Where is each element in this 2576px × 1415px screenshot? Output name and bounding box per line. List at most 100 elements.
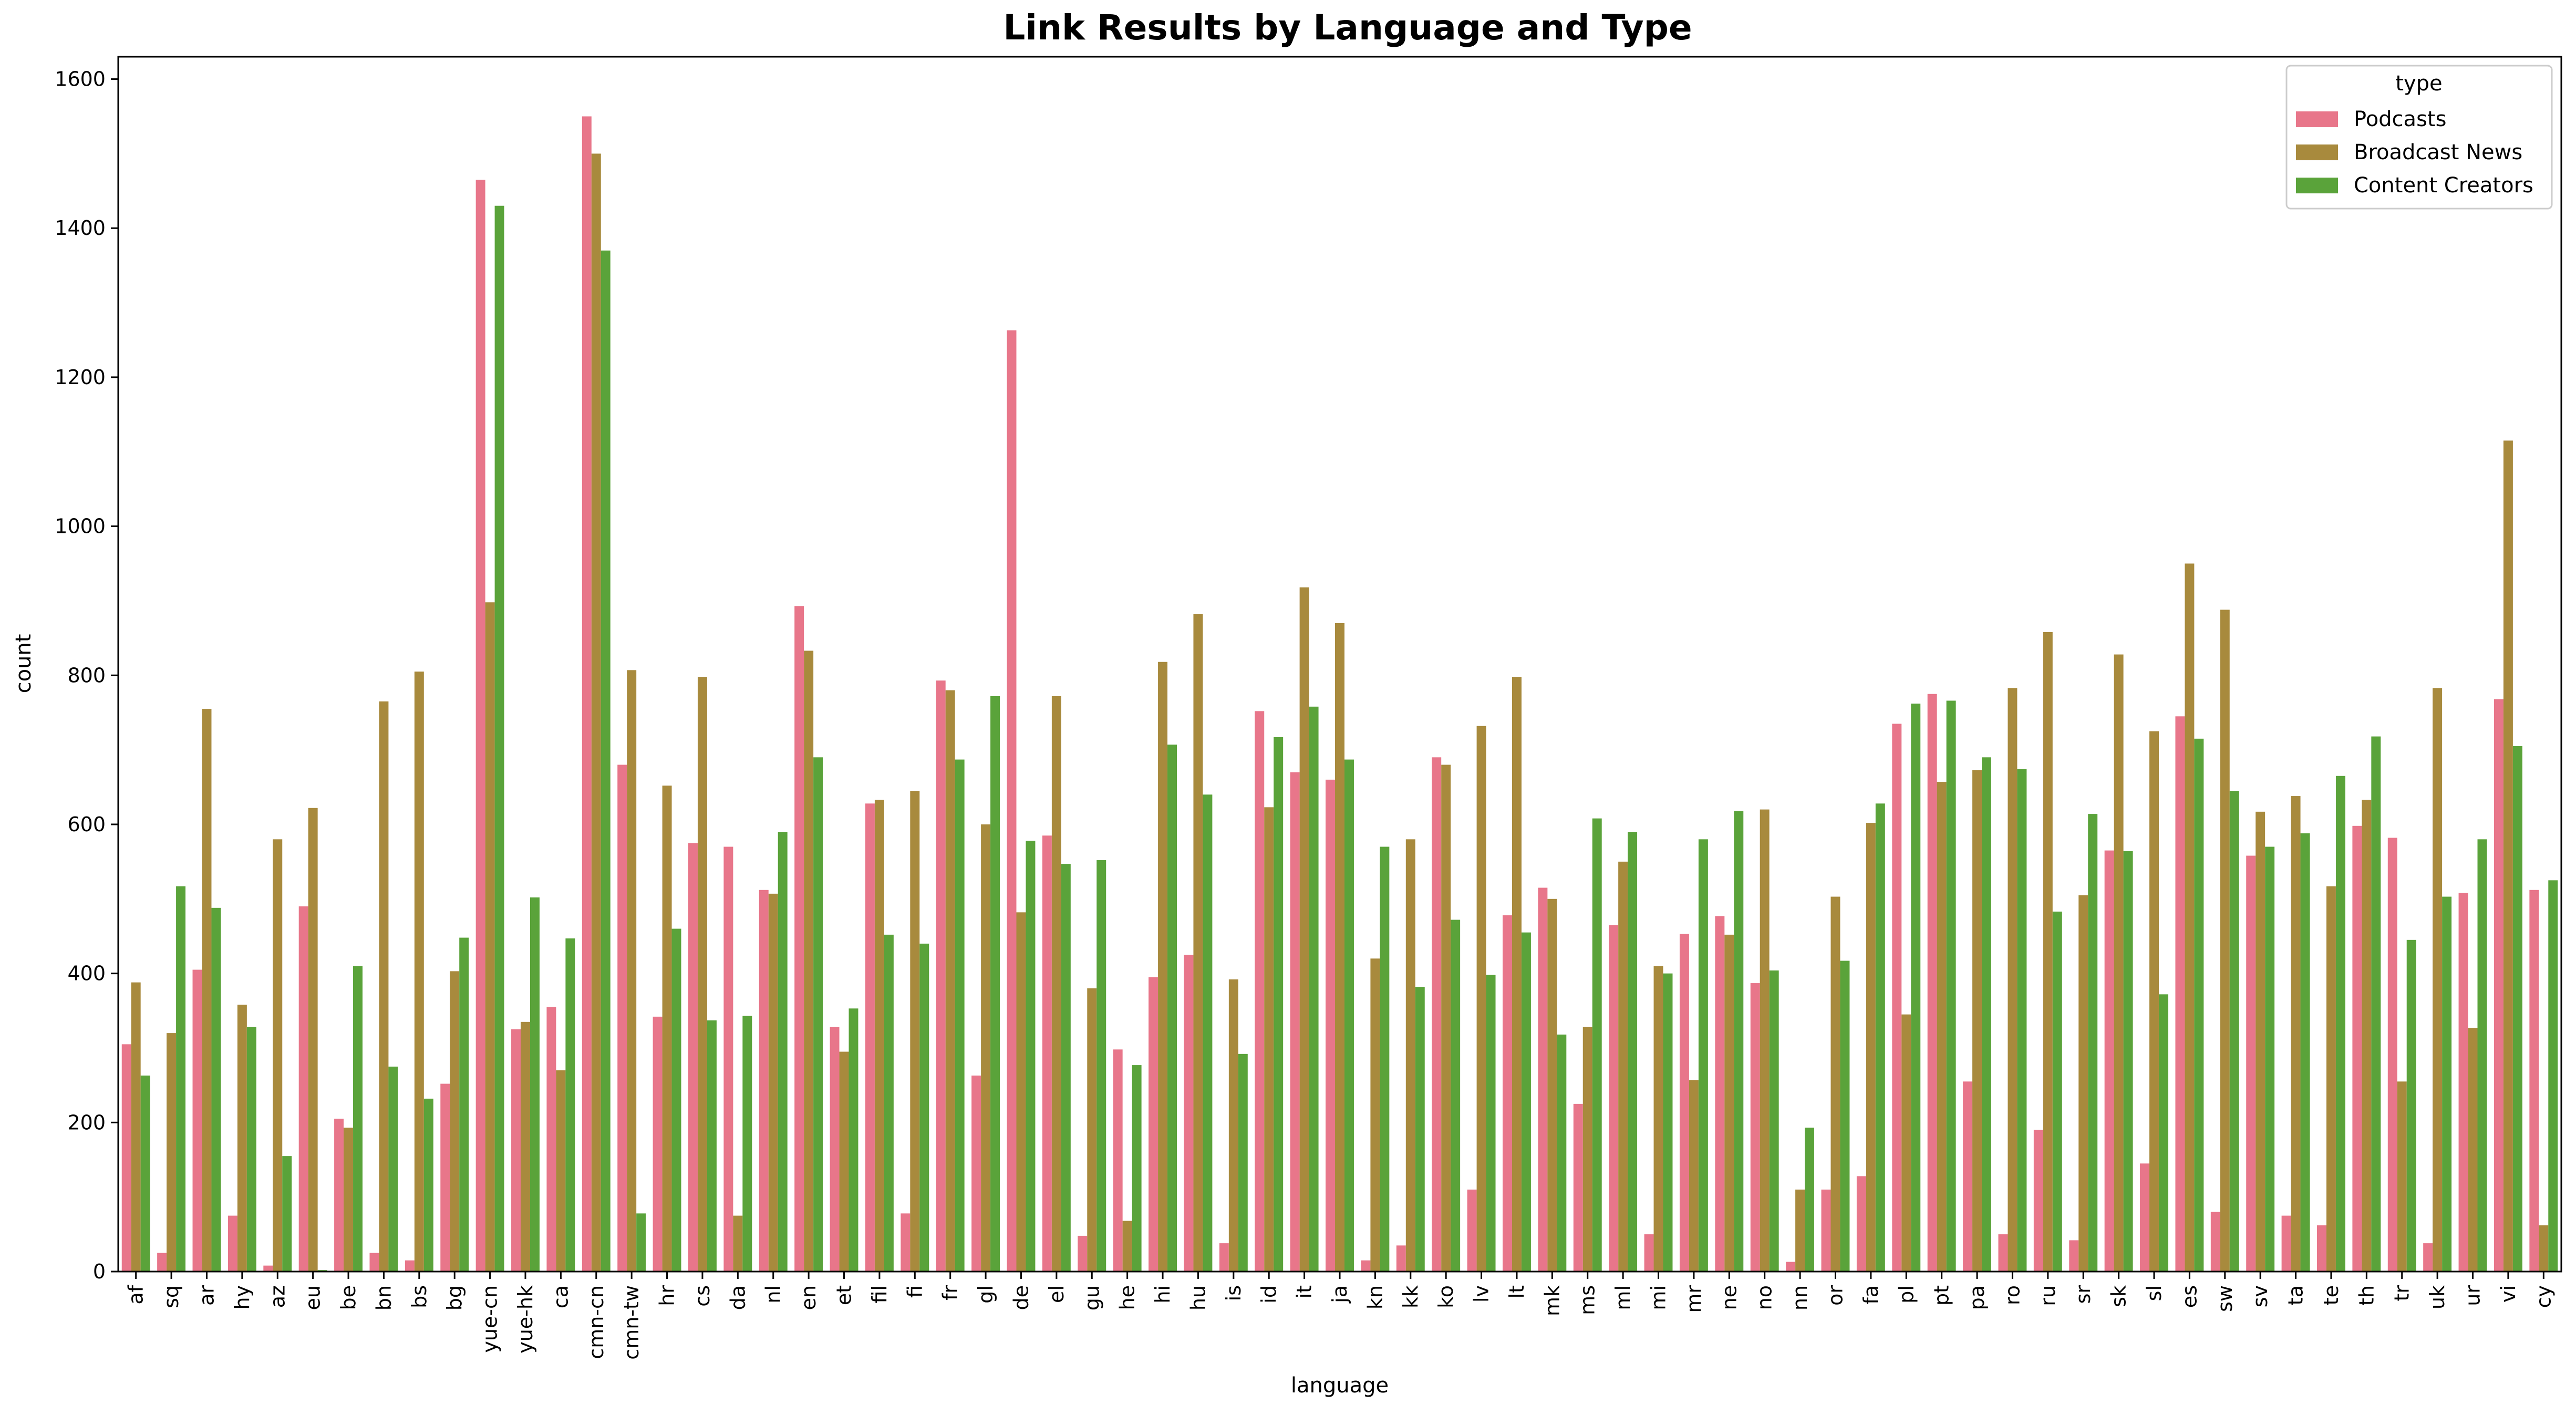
bar-mi-1 [1653, 966, 1663, 1272]
bar-mk-0 [1538, 887, 1548, 1272]
x-tick-label: bg [443, 1285, 466, 1310]
bar-ro-0 [1998, 1234, 2008, 1272]
bar-af-1 [131, 982, 141, 1272]
bar-uk-1 [2433, 688, 2443, 1272]
bar-te-2 [2335, 776, 2345, 1272]
x-tick-label: sl [2143, 1285, 2166, 1301]
bar-ne-2 [1734, 811, 1744, 1272]
bar-ca-1 [556, 1070, 566, 1272]
y-tick-label: 1200 [55, 366, 106, 389]
bar-lv-1 [1476, 726, 1486, 1272]
x-tick-label: ko [1434, 1285, 1457, 1308]
bar-yue-cn-2 [494, 205, 504, 1272]
bar-sr-2 [2088, 814, 2098, 1272]
bar-th-1 [2362, 800, 2372, 1272]
bar-ml-1 [1618, 861, 1628, 1272]
bar-ro-1 [2008, 688, 2018, 1272]
bar-pl-0 [1892, 724, 1902, 1272]
bar-ml-2 [1628, 832, 1638, 1272]
legend-label: Content Creators [2354, 173, 2533, 198]
x-tick-label: kn [1363, 1285, 1387, 1309]
bar-sw-1 [2220, 610, 2230, 1272]
x-tick-label: en [797, 1285, 820, 1310]
bar-yue-cn-1 [485, 602, 495, 1272]
bar-az-0 [263, 1265, 273, 1272]
legend-swatch [2296, 178, 2338, 193]
bar-ko-1 [1441, 765, 1451, 1272]
x-tick-label: th [2355, 1285, 2378, 1306]
bar-vi-0 [2494, 699, 2503, 1272]
bar-kk-1 [1405, 839, 1415, 1272]
bar-ja-2 [1344, 759, 1354, 1272]
bar-ms-1 [1582, 1027, 1592, 1272]
x-tick-label: hr [656, 1285, 679, 1306]
bar-ru-0 [2033, 1130, 2043, 1272]
bar-tr-2 [2406, 939, 2416, 1272]
bar-th-2 [2371, 736, 2381, 1272]
x-tick-label: yue-cn [479, 1285, 502, 1353]
x-tick-label: pa [1965, 1285, 1989, 1310]
bar-te-1 [2326, 886, 2336, 1272]
bar-az-2 [282, 1156, 292, 1272]
bar-sl-2 [2158, 994, 2168, 1272]
bar-pa-1 [1972, 770, 1982, 1272]
x-tick-label: yue-hk [514, 1285, 537, 1354]
y-axis-label: count [12, 634, 36, 694]
bar-cmn-tw-1 [627, 670, 637, 1272]
bar-hr-1 [662, 786, 672, 1272]
bar-ur-2 [2477, 839, 2487, 1272]
bar-no-2 [1769, 970, 1779, 1272]
bar-mr-2 [1698, 839, 1708, 1272]
x-tick-label: cmn-cn [585, 1285, 608, 1359]
bar-nl-2 [778, 832, 788, 1272]
bar-da-0 [723, 846, 733, 1272]
x-tick-label: ro [2001, 1285, 2024, 1305]
x-tick-label: ar [195, 1285, 218, 1306]
bar-lt-1 [1512, 677, 1522, 1272]
bar-lv-0 [1467, 1189, 1477, 1272]
bar-kn-1 [1370, 958, 1380, 1272]
bar-hy-1 [237, 1005, 247, 1272]
bar-kk-2 [1415, 987, 1425, 1272]
x-tick-label: ur [2461, 1285, 2485, 1306]
bar-de-0 [1007, 330, 1017, 1272]
bar-cy-1 [2539, 1225, 2549, 1272]
bar-bn-0 [369, 1253, 379, 1272]
y-axis-ticks: 0 200 400 600 800 1000 1200 1400 1600 [55, 68, 118, 1283]
x-tick-label: ne [1718, 1285, 1741, 1310]
y-tick-label: 800 [67, 664, 106, 687]
bar-gu-1 [1087, 988, 1097, 1272]
bar-sw-2 [2229, 791, 2239, 1272]
bar-el-2 [1061, 864, 1071, 1272]
bar-el-1 [1051, 696, 1061, 1272]
bar-da-2 [742, 1016, 752, 1272]
x-tick-label: lt [1505, 1285, 1528, 1298]
bar-ca-0 [546, 1007, 556, 1272]
bar-et-1 [839, 1051, 849, 1272]
bar-gu-2 [1096, 860, 1106, 1272]
x-tick-label: he [1116, 1285, 1139, 1310]
bar-fi-0 [901, 1213, 911, 1272]
x-tick-label: af [125, 1284, 148, 1304]
chart-title: Link Results by Language and Type [1003, 7, 1692, 48]
bar-es-1 [2185, 563, 2195, 1272]
x-tick-label: sv [2249, 1285, 2272, 1307]
bar-pt-2 [1946, 700, 1956, 1272]
y-tick-label: 1000 [55, 515, 106, 538]
bar-nn-1 [1795, 1189, 1805, 1272]
x-tick-label: mi [1647, 1285, 1670, 1310]
bar-it-2 [1309, 706, 1319, 1272]
x-tick-label: bn [372, 1285, 395, 1310]
bar-de-1 [1016, 912, 1026, 1272]
bar-ne-0 [1715, 916, 1725, 1272]
bar-hu-2 [1203, 794, 1213, 1272]
x-tick-label: da [726, 1285, 749, 1310]
bar-gl-1 [981, 824, 991, 1272]
x-tick-label: it [1293, 1285, 1316, 1298]
bar-mr-1 [1689, 1080, 1699, 1272]
bar-hy-2 [246, 1027, 256, 1272]
bar-ar-1 [202, 709, 212, 1272]
bar-sr-1 [2078, 895, 2088, 1272]
bar-vi-2 [2512, 746, 2522, 1272]
